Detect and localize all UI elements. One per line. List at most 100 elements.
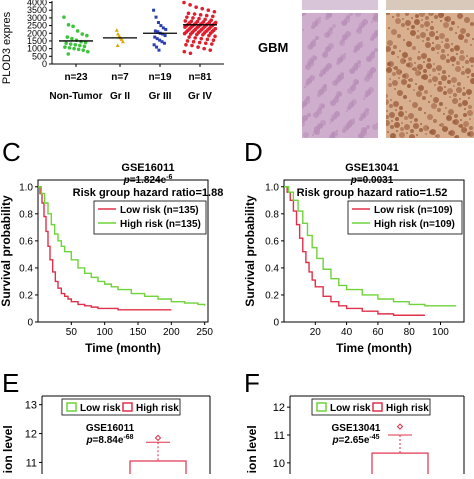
cell-nucleus [465, 68, 471, 74]
cell-nucleus [438, 81, 442, 85]
cell-nucleus [415, 70, 421, 76]
legend-box [61, 398, 181, 416]
cell-nucleus [457, 13, 463, 19]
box-chart-f-panel: 10 11 12 ssion level Low risk High risk GSE130… [240, 380, 474, 479]
cell-nucleus [424, 112, 426, 114]
cell-nucleus [423, 61, 425, 63]
cell-nucleus [455, 32, 457, 34]
cell-nucleus [462, 100, 468, 106]
cell-nucleus [445, 38, 449, 42]
data-point [207, 33, 211, 38]
cell-nucleus [412, 46, 416, 50]
cell-nucleus [390, 125, 394, 129]
cell-nucleus [394, 122, 400, 128]
cell-nucleus [442, 70, 446, 74]
cell-nucleus [454, 114, 458, 118]
legend-swatch [372, 402, 383, 412]
cell-nucleus [415, 83, 417, 85]
cell-nucleus [425, 42, 431, 48]
cell-nucleus [430, 26, 434, 30]
cell-nucleus [436, 134, 440, 138]
cell-nucleus [463, 121, 469, 127]
cell-nucleus [397, 90, 403, 96]
ihc-stain-top-image [386, 0, 474, 10]
cell-nucleus [449, 27, 453, 31]
cell-nucleus [320, 90, 324, 94]
cell-nucleus [460, 50, 464, 54]
cell-nucleus [389, 112, 395, 118]
cell-nucleus [429, 31, 435, 37]
cell-nucleus [398, 111, 404, 117]
data-point [185, 39, 190, 43]
km-chart-c-panel: 0 0.2 0.4 0.6 0.8 1.0 50 100 150 200 250 Survival p… [0, 150, 232, 360]
data-point [80, 32, 85, 36]
cell-nucleus [388, 83, 392, 87]
plot-frame [37, 179, 209, 323]
cell-nucleus [448, 109, 454, 115]
cell-nucleus [420, 123, 422, 125]
legend-label: Low risk (n=109) [374, 205, 453, 216]
cell-nucleus [414, 19, 420, 25]
data-point [198, 13, 203, 17]
cell-nucleus [302, 121, 305, 127]
cell-nucleus [302, 105, 304, 109]
cell-nucleus [304, 116, 308, 120]
cell-nucleus [445, 107, 447, 109]
cell-nucleus [321, 74, 323, 76]
cell-nucleus [456, 61, 460, 65]
y-tick-label: 11 [26, 457, 37, 469]
x-tick-label: 20 [310, 327, 322, 338]
cell-nucleus [372, 124, 378, 130]
data-point [193, 36, 197, 40]
cell-nucleus [433, 119, 437, 123]
cell-nucleus [449, 96, 451, 98]
data-point [184, 42, 188, 47]
x-tick-label: Non-Tumor [49, 91, 102, 102]
cell-nucleus [317, 93, 321, 97]
data-point [202, 46, 206, 51]
cell-nucleus [373, 34, 377, 38]
cell-nucleus [388, 61, 394, 67]
count-label: n=23 [64, 72, 88, 83]
cell-nucleus [303, 102, 307, 106]
data-point [188, 32, 193, 36]
cell-nucleus [428, 79, 432, 83]
cell-nucleus [459, 98, 461, 100]
x-tick-label: 40 [341, 327, 353, 338]
cell-nucleus [339, 40, 345, 46]
km-chart-d: 0 0.2 0.4 0.6 0.8 1.0 20 40 60 80 100 Survival prob… [243, 162, 465, 355]
cell-nucleus [453, 119, 459, 125]
cell-nucleus [422, 40, 424, 42]
cell-nucleus [396, 130, 398, 132]
count-label: n=7 [111, 72, 129, 83]
cell-nucleus [366, 125, 370, 129]
cell-nucleus [436, 65, 442, 71]
cell-nucleus [451, 21, 455, 25]
x-tick-label: 100 [96, 327, 113, 338]
x-tick-label: 80 [404, 327, 416, 338]
he-stain-image [302, 13, 378, 138]
cell-nucleus [471, 73, 474, 77]
cell-nucleus [360, 134, 364, 138]
cell-nucleus [458, 34, 464, 40]
y-tick-label: 0 [273, 318, 279, 329]
cell-nucleus [417, 64, 423, 70]
cell-nucleus [388, 27, 390, 29]
cell-nucleus [437, 108, 441, 112]
cell-nucleus [313, 26, 315, 28]
cell-nucleus [455, 66, 461, 72]
cell-nucleus [346, 110, 348, 112]
y-tick-label: 0 [42, 59, 47, 69]
cell-nucleus [462, 66, 464, 68]
cell-nucleus [386, 13, 390, 15]
cell-nucleus [307, 83, 309, 85]
cell-nucleus [395, 109, 397, 111]
cell-nucleus [407, 84, 411, 88]
cell-nucleus [314, 129, 320, 135]
cell-nucleus [350, 85, 356, 91]
cell-nucleus [392, 80, 398, 86]
y-tick-label: 3500 [27, 5, 47, 15]
y-axis-title: ssion level [1, 425, 15, 474]
cell-nucleus [409, 134, 415, 138]
cell-nucleus [430, 95, 432, 97]
